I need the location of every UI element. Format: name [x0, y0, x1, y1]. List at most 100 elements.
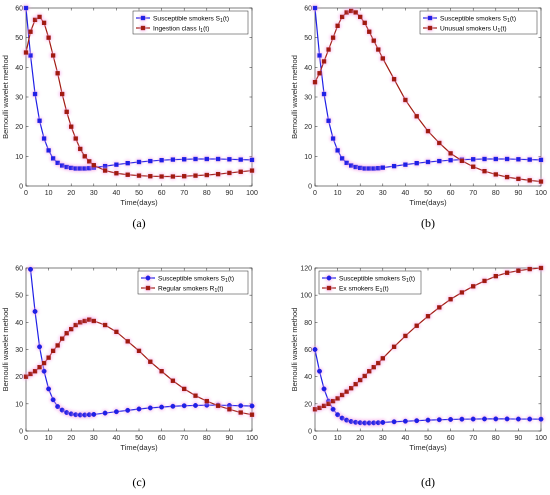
data-point: [317, 405, 322, 411]
data-point: [28, 53, 33, 58]
y-tick-label: 20: [15, 374, 23, 381]
data-point: [482, 156, 487, 162]
series-2: [22, 316, 256, 418]
data-point: [204, 172, 209, 178]
data-point: [344, 389, 349, 394]
data-point: [193, 403, 198, 408]
data-point: [538, 265, 544, 271]
legend-marker: [145, 275, 151, 281]
x-tick-label: 10: [334, 435, 342, 442]
data-point: [32, 369, 38, 374]
x-tick-label: 20: [67, 435, 75, 442]
y-tick-label: 0: [19, 184, 23, 191]
x-tick-label: 80: [492, 435, 500, 442]
x-tick-label: 70: [469, 190, 477, 197]
data-point: [339, 14, 345, 20]
y-tick-label: 60: [304, 347, 312, 354]
legend: Susceptible smokers S1(t)Ex smokers E1(t…: [318, 270, 422, 295]
y-tick-label: 40: [15, 320, 23, 327]
data-point: [362, 373, 367, 379]
data-point: [46, 148, 51, 153]
data-point: [91, 411, 97, 417]
data-point: [504, 270, 510, 275]
x-tick-label: 70: [469, 435, 477, 442]
data-point: [37, 118, 42, 123]
x-tick-label: 60: [158, 190, 166, 197]
data-point: [170, 157, 176, 162]
legend-box: [318, 270, 422, 295]
data-point: [358, 14, 363, 20]
data-point: [181, 403, 187, 409]
y-tick-label: 30: [15, 347, 23, 354]
data-point: [193, 173, 198, 178]
x-tick-label: 50: [135, 190, 143, 197]
data-point: [353, 10, 358, 15]
data-point: [41, 20, 47, 25]
data-point: [326, 401, 331, 406]
data-point: [125, 339, 130, 344]
legend-entry: Susceptible smokers S1(t): [153, 15, 229, 24]
data-point: [376, 47, 381, 52]
series-2: [311, 264, 545, 413]
legend: Susceptible smokers S1(t)Regular smokers…: [137, 270, 249, 295]
data-point: [73, 136, 78, 141]
data-point: [330, 35, 336, 40]
data-point: [64, 109, 69, 114]
x-tick-label: 40: [402, 190, 410, 197]
legend-entry: Susceptible smokers S1(t): [158, 275, 234, 284]
legend-entry: Regular smokers R1(t): [158, 285, 223, 294]
y-tick-label: 60: [304, 6, 312, 13]
y-tick-label: 0: [308, 184, 312, 191]
x-tick-label: 0: [24, 190, 28, 197]
y-tick-label: 0: [308, 429, 312, 436]
data-point: [459, 290, 465, 295]
data-point: [335, 23, 340, 28]
x-tick-label: 20: [67, 190, 75, 197]
data-point: [402, 418, 408, 424]
data-point: [55, 160, 60, 166]
x-tick-label: 10: [45, 190, 53, 197]
data-point: [448, 417, 454, 422]
x-tick-label: 60: [447, 435, 455, 442]
series-1: [22, 4, 256, 172]
y-tick-label: 60: [15, 6, 23, 13]
x-tick-label: 20: [356, 190, 364, 197]
x-tick-label: 40: [113, 190, 121, 197]
data-point: [159, 369, 164, 374]
legend-marker: [427, 15, 433, 21]
data-point: [193, 393, 198, 398]
data-point: [504, 416, 510, 422]
y-tick-label: 50: [15, 293, 23, 300]
x-tick-label: 80: [203, 435, 211, 442]
data-point: [148, 359, 153, 364]
data-point: [28, 266, 33, 272]
data-point: [249, 412, 255, 417]
y-tick-label: 50: [304, 35, 312, 42]
y-tick-label: 30: [304, 95, 312, 102]
data-point: [326, 118, 331, 123]
x-tick-label: 100: [246, 190, 258, 197]
x-axis-label: Time(days): [409, 198, 447, 207]
y-tick-label: 40: [304, 65, 312, 72]
data-point: [493, 416, 499, 422]
data-point: [391, 163, 397, 169]
data-point: [82, 154, 87, 159]
data-point: [403, 333, 408, 339]
y-axis-label: Bernoulli wavelet method: [290, 308, 299, 392]
data-point: [371, 166, 376, 171]
data-point: [215, 403, 221, 408]
data-point: [82, 166, 87, 171]
data-point: [249, 403, 255, 409]
data-point: [358, 377, 363, 383]
data-point: [459, 416, 465, 422]
data-point: [362, 20, 367, 25]
data-point: [470, 416, 476, 422]
y-tick-label: 60: [15, 266, 23, 273]
axes-box: [314, 267, 542, 432]
data-point: [436, 417, 442, 423]
data-point: [358, 165, 363, 171]
data-point: [41, 136, 47, 141]
data-point: [482, 278, 487, 284]
data-point: [147, 405, 153, 411]
